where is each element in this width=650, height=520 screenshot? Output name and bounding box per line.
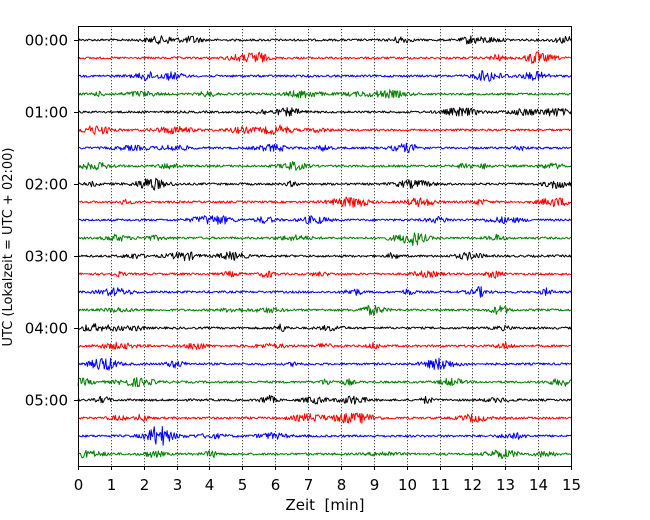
trace-row-0530 xyxy=(77,426,572,446)
x-tick-label: 14 xyxy=(529,476,548,494)
x-tick-label: 6 xyxy=(271,476,281,494)
x-axis-label: Zeit [min] xyxy=(285,496,364,514)
trace-row-0230 xyxy=(77,215,572,225)
trace-row-0200 xyxy=(77,177,572,191)
x-tick-label: 7 xyxy=(304,476,314,494)
y-axis-ticks: 00:00 01:00 02:00 03:00 04:00 05:00 xyxy=(25,32,78,410)
y-tick-label: 01:00 xyxy=(25,104,68,122)
plot-frame xyxy=(78,26,572,467)
seismic-traces xyxy=(77,35,572,459)
trace-row-0030 xyxy=(77,70,572,82)
trace-row-0215 xyxy=(77,196,572,208)
x-tick-label: 3 xyxy=(173,476,183,494)
trace-row-0515 xyxy=(77,412,572,424)
x-tick-label: 13 xyxy=(496,476,515,494)
y-tick-label: 03:00 xyxy=(25,248,68,266)
trace-row-0345 xyxy=(77,304,572,316)
trace-row-0245 xyxy=(77,232,572,246)
trace-row-0315 xyxy=(77,270,572,279)
trace-row-0045 xyxy=(77,89,572,99)
x-tick-label: 15 xyxy=(562,476,581,494)
trace-row-0130 xyxy=(77,142,572,154)
trace-row-0500 xyxy=(77,394,572,405)
x-tick-label: 10 xyxy=(398,476,417,494)
vertical-gridlines xyxy=(111,26,539,466)
y-tick-label: 05:00 xyxy=(25,392,68,410)
trace-row-0115 xyxy=(77,124,572,135)
y-tick-label: 04:00 xyxy=(25,320,68,338)
trace-row-0000 xyxy=(78,35,572,45)
trace-row-0330 xyxy=(77,286,572,298)
y-tick-label: 02:00 xyxy=(25,176,68,194)
x-tick-label: 4 xyxy=(205,476,215,494)
trace-row-0545 xyxy=(77,448,572,459)
trace-row-0430 xyxy=(77,357,572,371)
x-tick-label: 0 xyxy=(74,476,84,494)
trace-row-0415 xyxy=(77,341,572,350)
x-tick-label: 5 xyxy=(238,476,248,494)
x-tick-label: 11 xyxy=(431,476,450,494)
x-axis-ticks: 0 1 2 3 4 5 6 7 8 9 10 11 12 13 14 15 xyxy=(74,466,581,494)
x-tick-label: 2 xyxy=(140,476,150,494)
x-tick-label: 1 xyxy=(107,476,117,494)
trace-row-0300 xyxy=(77,251,572,262)
trace-row-0015 xyxy=(77,51,572,64)
y-tick-label: 00:00 xyxy=(25,32,68,50)
trace-row-0100 xyxy=(77,107,572,117)
trace-row-0145 xyxy=(77,160,572,171)
trace-row-0400 xyxy=(77,323,572,332)
x-tick-label: 8 xyxy=(337,476,347,494)
trace-row-0445 xyxy=(77,377,572,388)
x-tick-label: 9 xyxy=(370,476,380,494)
y-axis-label: UTC (Lokalzeit = UTC + 02:00) xyxy=(1,148,16,347)
x-tick-label: 12 xyxy=(463,476,482,494)
